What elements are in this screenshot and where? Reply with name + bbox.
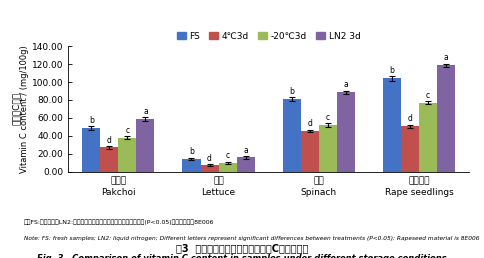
Text: b: b bbox=[89, 116, 94, 125]
Bar bbox=[319, 125, 337, 172]
Bar bbox=[301, 131, 319, 172]
Bar bbox=[337, 92, 355, 172]
Text: c: c bbox=[426, 91, 430, 100]
Text: Note: FS: fresh samples; LN2: liquid nitrogen; Different letters represent signi: Note: FS: fresh samples; LN2: liquid nit… bbox=[24, 236, 480, 241]
Bar bbox=[401, 126, 419, 172]
Y-axis label: Vitamin C content / (mg/100g): Vitamin C content / (mg/100g) bbox=[20, 45, 29, 173]
Text: 维生素C含量: 维生素C含量 bbox=[12, 92, 21, 125]
Bar bbox=[100, 147, 119, 172]
Bar bbox=[182, 159, 200, 172]
Text: Fig. 3   Comparison of vitamin C content in samples under different storage cond: Fig. 3 Comparison of vitamin C content i… bbox=[37, 254, 447, 258]
Text: 注：FS:新鲜样品；LN2:液氮；不同字母代表不同处理间差异均显著(P<0.05)；油菜材料为8E006: 注：FS:新鲜样品；LN2:液氮；不同字母代表不同处理间差异均显著(P<0.05… bbox=[24, 220, 215, 225]
Bar bbox=[200, 165, 219, 172]
Text: d: d bbox=[408, 114, 412, 123]
Bar bbox=[119, 138, 136, 172]
Bar bbox=[419, 103, 437, 172]
Text: c: c bbox=[326, 113, 330, 122]
Text: b: b bbox=[189, 147, 194, 156]
Text: b: b bbox=[289, 87, 294, 96]
Text: 图3  不同贮藏条件下样品中维生素C含量的比较: 图3 不同贮藏条件下样品中维生素C含量的比较 bbox=[176, 244, 308, 254]
Text: c: c bbox=[125, 126, 129, 135]
Bar bbox=[383, 78, 401, 172]
Text: d: d bbox=[307, 119, 312, 128]
Bar bbox=[283, 99, 301, 172]
Text: a: a bbox=[344, 80, 348, 89]
Text: d: d bbox=[207, 154, 212, 163]
Bar bbox=[437, 66, 455, 172]
Legend: FS, 4℃3d, -20℃3d, LN2 3d: FS, 4℃3d, -20℃3d, LN2 3d bbox=[173, 28, 364, 44]
Bar bbox=[219, 163, 237, 172]
Text: a: a bbox=[243, 146, 248, 155]
Bar bbox=[82, 128, 100, 172]
Text: c: c bbox=[226, 151, 229, 160]
Text: a: a bbox=[443, 53, 448, 62]
Bar bbox=[237, 157, 255, 172]
Text: b: b bbox=[390, 66, 394, 75]
Bar bbox=[136, 119, 154, 172]
Text: a: a bbox=[143, 107, 148, 116]
Text: d: d bbox=[107, 136, 112, 145]
